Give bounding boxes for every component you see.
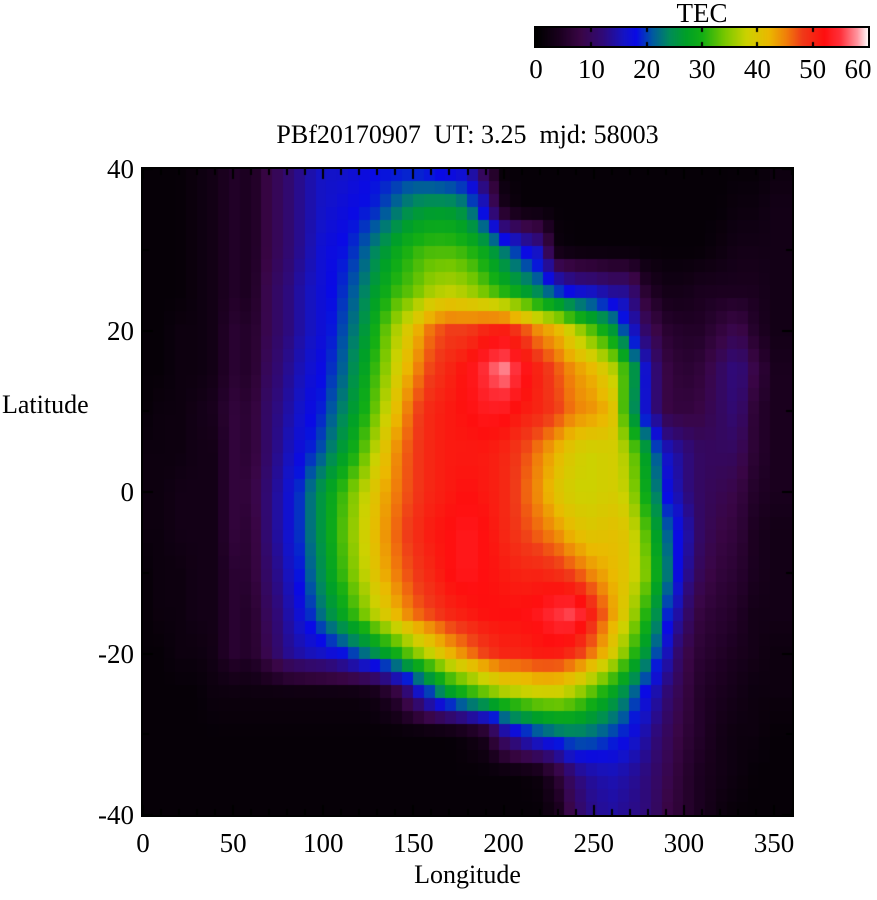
colorbar-tick-label: 50	[799, 54, 827, 84]
y-tick-label: 0	[120, 477, 135, 507]
colorbar-tick-label: 40	[743, 54, 771, 84]
y-tick-label: -20	[98, 638, 134, 669]
colorbar-tick-label: 0	[529, 54, 543, 84]
x-tick-label: 200	[483, 828, 524, 858]
y-tick-label: -40	[98, 800, 134, 830]
x-tick-label: 150	[393, 828, 434, 858]
x-axis-label: Longitude	[414, 860, 521, 889]
x-tick-label: 250	[573, 828, 614, 858]
x-tick-label: 50	[219, 828, 247, 858]
tec-heatmap	[143, 169, 792, 815]
colorbar-gradient	[536, 28, 868, 46]
plot-title: PBf20170907 UT: 3.25 mjd: 58003	[276, 120, 659, 149]
y-axis-label: Latitude	[2, 390, 89, 419]
colorbar-tick-labels: 0 10 20 30 40 50 60	[0, 52, 877, 86]
y-tick-label: 20	[107, 315, 134, 346]
x-tick-label: 350	[753, 828, 795, 858]
colorbar-tick-label: 60	[844, 54, 872, 84]
plot-frame	[141, 167, 794, 817]
colorbar-tick-label: 10	[577, 54, 605, 84]
colorbar-title: TEC	[676, 0, 728, 28]
colorbar-tick-label: 20	[633, 54, 661, 84]
x-tick-label: 100	[303, 828, 344, 858]
x-tick-label: 300	[663, 828, 705, 858]
x-tick-label: 0	[136, 828, 150, 858]
y-tick-label: 40	[107, 154, 134, 184]
colorbar	[534, 26, 870, 48]
colorbar-tick-label: 30	[688, 54, 716, 84]
